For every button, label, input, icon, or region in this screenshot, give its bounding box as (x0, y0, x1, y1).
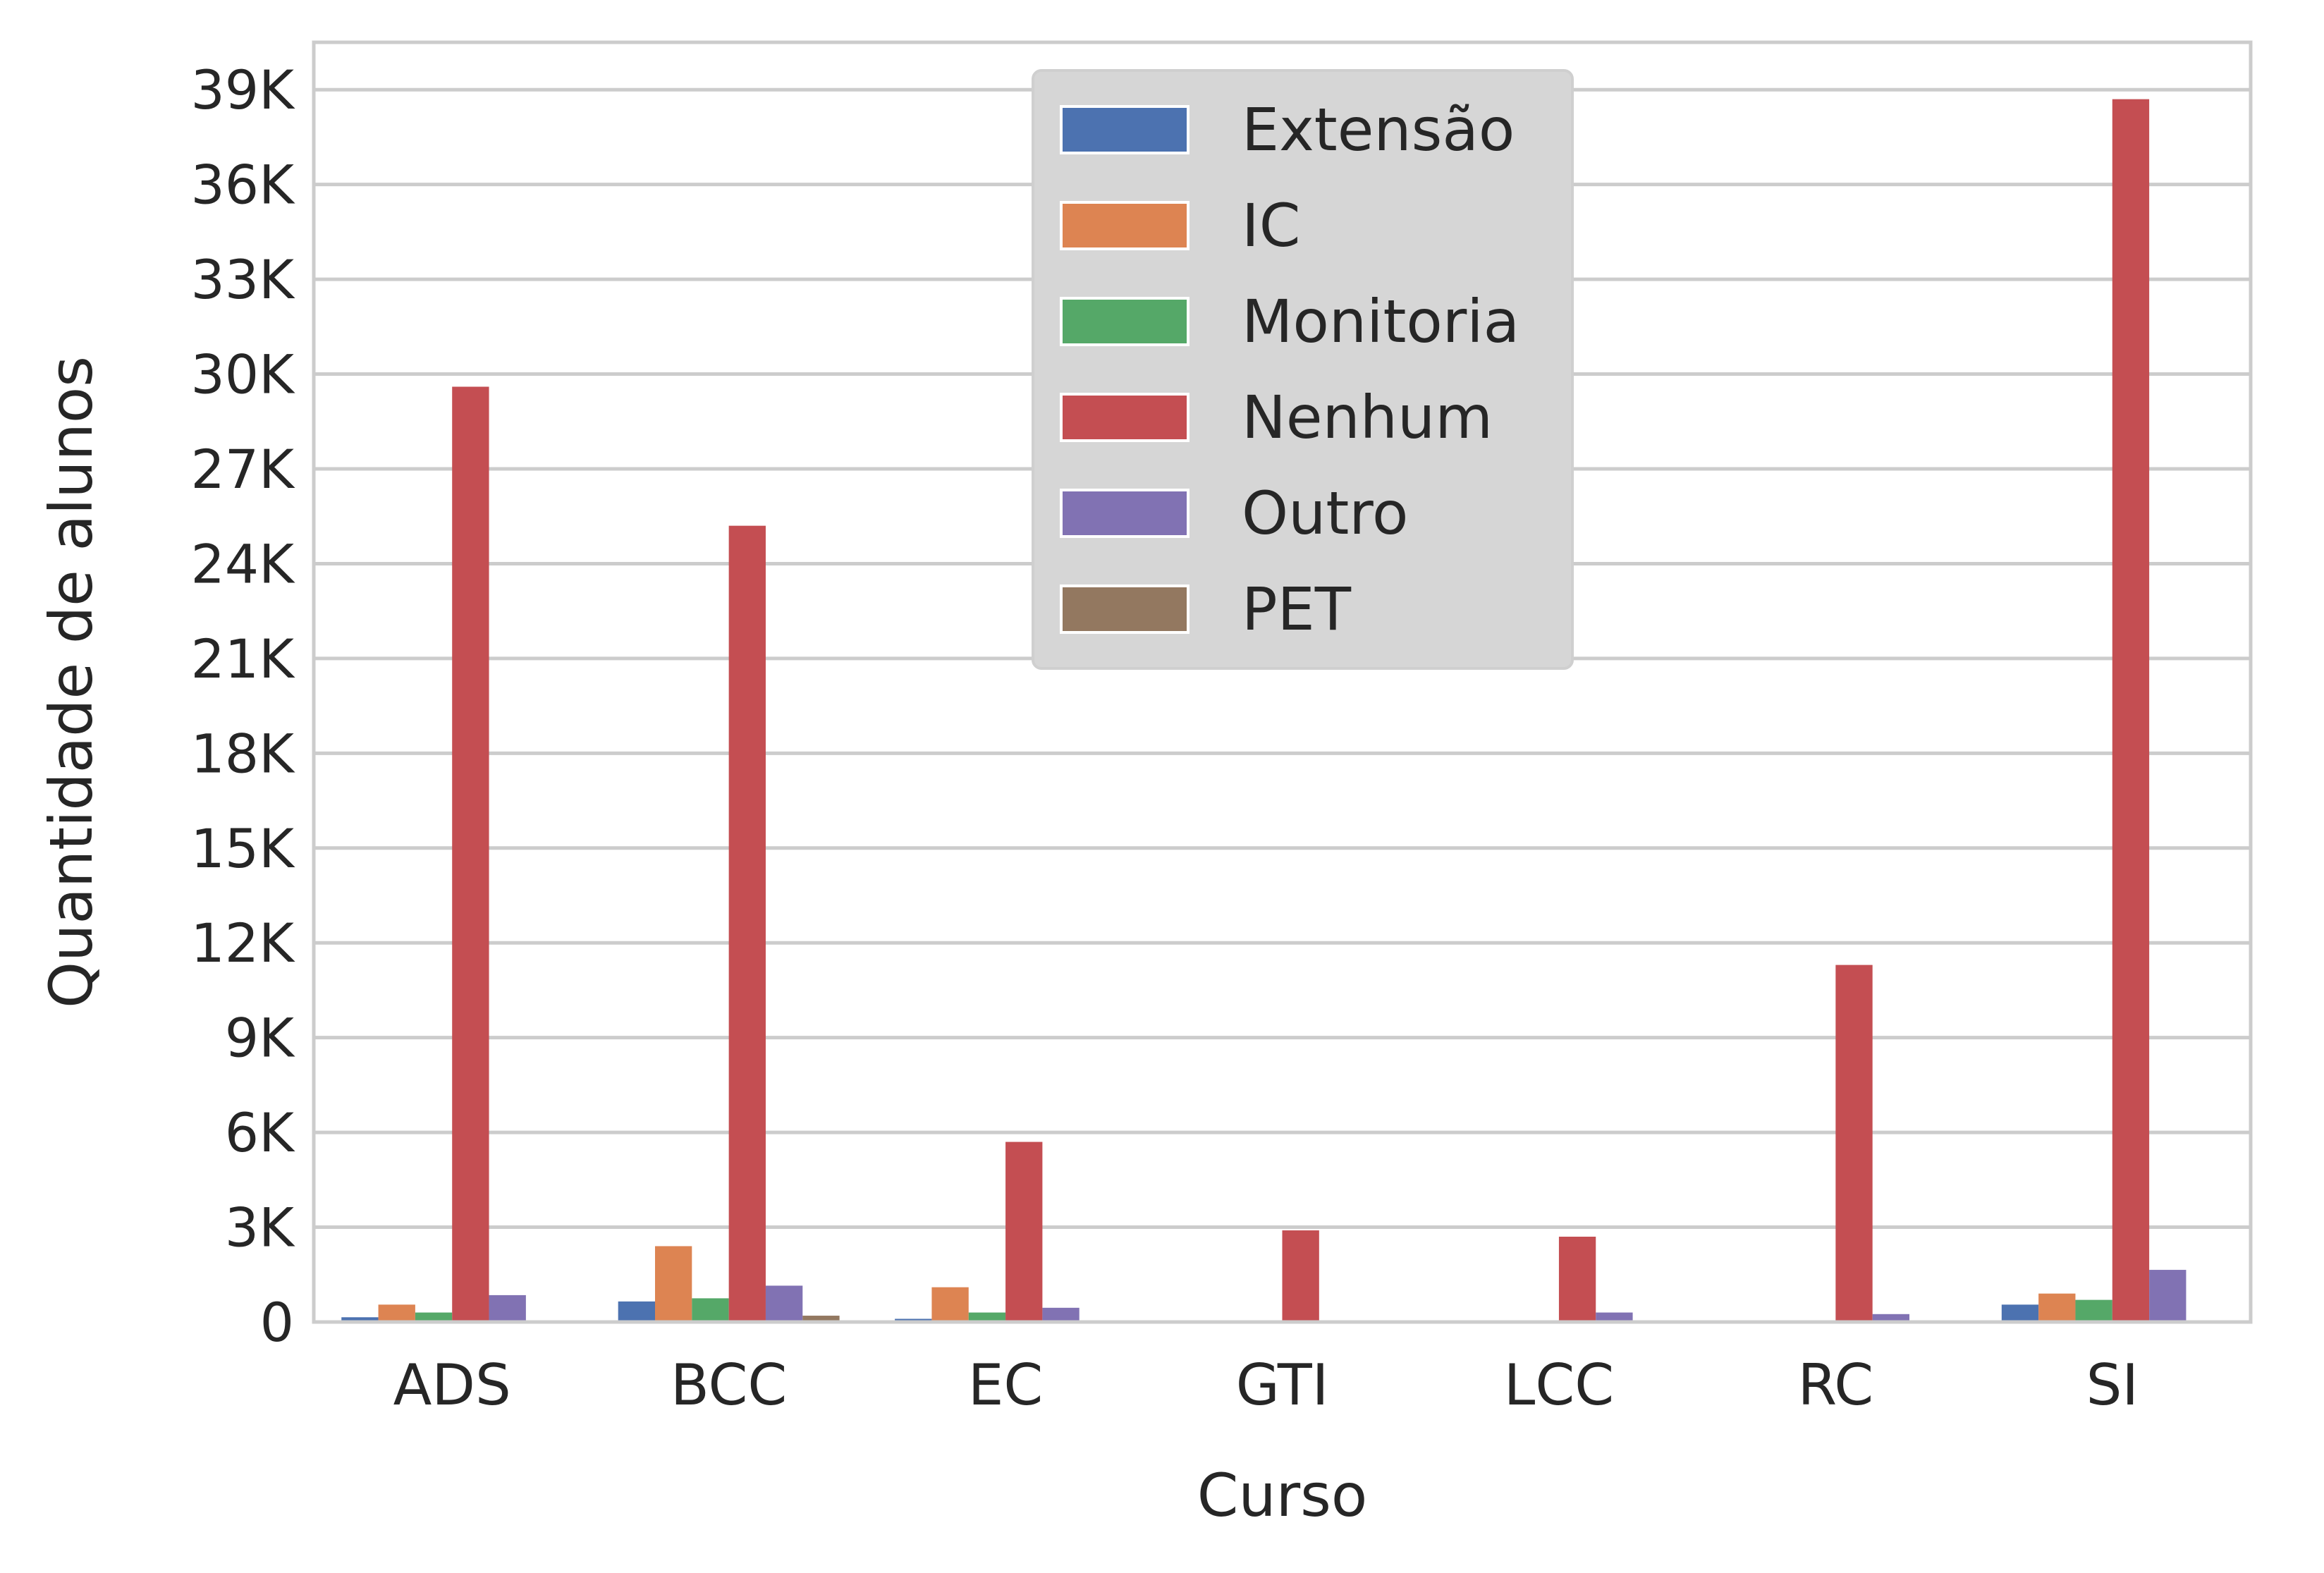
y-tick-label: 6K (225, 1101, 295, 1164)
legend-swatch (1060, 393, 1189, 442)
y-tick-label: 21K (190, 628, 295, 690)
y-tick-label: 12K (190, 912, 295, 974)
legend-label: Nenhum (1242, 383, 1493, 452)
legend-label: IC (1242, 191, 1300, 260)
legend-label: Extensão (1242, 95, 1515, 164)
bar (378, 1304, 415, 1322)
bar (728, 525, 766, 1322)
plot-frame (312, 40, 2253, 1324)
y-tick-label: 0 (260, 1291, 294, 1354)
bar (341, 1317, 379, 1322)
bar (618, 1301, 655, 1322)
bar (692, 1298, 729, 1322)
bar (1558, 1237, 1596, 1322)
bars (341, 99, 2187, 1323)
x-axis-title: Curso (1197, 1461, 1368, 1530)
bar (1005, 1142, 1043, 1322)
bar (2075, 1299, 2112, 1322)
bar (1872, 1314, 1910, 1322)
legend-label: PET (1242, 575, 1352, 644)
x-tick-label: ADS (393, 1352, 511, 1418)
legend-label: Monitoria (1242, 287, 1519, 356)
y-tick-label: 27K (190, 438, 295, 501)
bar (654, 1246, 692, 1322)
x-tick-label: BCC (671, 1352, 787, 1418)
y-tick-labels: 0 3K 6K 9K 12K 15K 18K 21K 24K 27K 30K 33K 36K 39K (190, 59, 295, 1354)
bar (1042, 1307, 1080, 1322)
legend-swatch (1060, 201, 1189, 250)
x-tick-label: SI (2086, 1352, 2139, 1418)
bar (968, 1312, 1006, 1322)
legend: Extensão IC Monitoria Nenhum Outro PET (1032, 69, 1574, 670)
bar (931, 1287, 969, 1322)
legend-swatch (1060, 489, 1189, 538)
x-tick-label: LCC (1504, 1352, 1614, 1418)
bar (1282, 1230, 1319, 1322)
y-tick-label: 36K (190, 154, 295, 216)
bar (415, 1312, 453, 1322)
legend-swatch (1060, 297, 1189, 346)
bar (2001, 1304, 2039, 1322)
y-tick-label: 15K (190, 817, 295, 880)
bar (489, 1294, 526, 1322)
x-tick-label: RC (1798, 1352, 1873, 1418)
bar (452, 386, 489, 1323)
legend-swatch (1060, 105, 1189, 154)
x-tick-label: GTI (1236, 1352, 1329, 1418)
y-tick-label: 3K (225, 1196, 295, 1259)
x-tick-label: EC (968, 1352, 1043, 1418)
y-tick-label: 30K (190, 343, 295, 406)
legend-swatch (1060, 584, 1189, 634)
bar (1596, 1312, 1633, 1322)
bar (2149, 1270, 2187, 1322)
bar (765, 1285, 803, 1322)
y-axis-title: Quantidade de alunos (37, 356, 106, 1008)
y-tick-label: 18K (190, 722, 295, 785)
y-tick-label: 33K (190, 248, 295, 311)
bar (1835, 965, 1873, 1322)
bar (2112, 99, 2150, 1323)
bar (802, 1316, 840, 1322)
y-tick-label: 9K (225, 1007, 295, 1070)
bar (2038, 1293, 2076, 1322)
x-tick-labels: ADS BCC EC GTI LCC RC SI (393, 1352, 2139, 1418)
y-tick-label: 24K (190, 532, 295, 595)
legend-label: Outro (1242, 479, 1408, 548)
y-tick-label: 39K (190, 59, 295, 121)
